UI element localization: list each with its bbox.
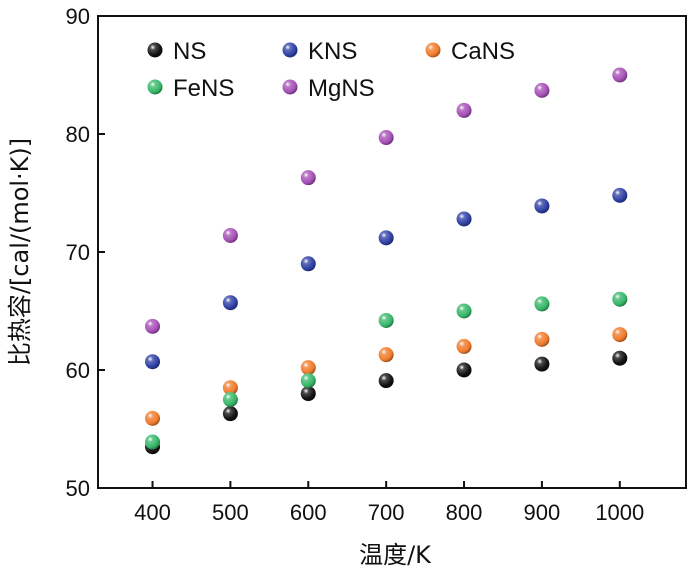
data-point-kns bbox=[534, 198, 550, 214]
x-axis-title: 温度/K bbox=[359, 541, 432, 569]
x-tick-label: 800 bbox=[446, 500, 483, 525]
legend-marker-kns bbox=[282, 42, 298, 58]
data-point-mgns bbox=[612, 67, 628, 83]
data-point-mgns bbox=[534, 82, 550, 98]
data-point-cans bbox=[300, 360, 316, 376]
data-point-mgns bbox=[378, 130, 394, 146]
data-point-mgns bbox=[222, 227, 238, 243]
data-point-fens bbox=[300, 373, 316, 389]
data-point-mgns bbox=[300, 170, 316, 186]
data-point-cans bbox=[612, 327, 628, 343]
legend-marker-ns bbox=[147, 42, 163, 58]
data-point-kns bbox=[145, 354, 161, 370]
data-point-kns bbox=[300, 256, 316, 272]
data-point-kns bbox=[612, 187, 628, 203]
data-point-ns bbox=[612, 350, 628, 366]
legend-label-mgns: MgNS bbox=[308, 75, 375, 102]
x-tick-label: 500 bbox=[212, 500, 249, 525]
data-point-mgns bbox=[145, 318, 161, 334]
legend-marker-cans bbox=[425, 42, 441, 58]
data-point-cans bbox=[145, 410, 161, 426]
data-point-fens bbox=[456, 303, 472, 319]
x-tick-label: 700 bbox=[368, 500, 405, 525]
y-axis-title: 比热容/[cal/(mol·K)] bbox=[6, 138, 34, 366]
data-point-ns bbox=[534, 356, 550, 372]
x-tick-label: 600 bbox=[290, 500, 327, 525]
data-point-cans bbox=[378, 347, 394, 363]
data-point-ns bbox=[456, 362, 472, 378]
data-point-mgns bbox=[456, 102, 472, 118]
axes: 400 500 600 700 800 900 1000 50 60 70 80 90 bbox=[66, 4, 687, 525]
data-point-fens bbox=[145, 434, 161, 450]
data-point-fens bbox=[612, 291, 628, 307]
legend: NS KNS CaNS FeNS MgNS bbox=[147, 38, 515, 102]
y-tick-label: 70 bbox=[66, 240, 90, 265]
data-point-cans bbox=[456, 338, 472, 354]
data-point-fens bbox=[222, 392, 238, 407]
data-point-ns bbox=[378, 373, 394, 389]
x-tick-label: 1000 bbox=[595, 500, 644, 525]
y-tick-label: 90 bbox=[66, 4, 90, 29]
data-points bbox=[145, 67, 628, 455]
data-point-fens bbox=[534, 296, 550, 312]
x-tick-label: 900 bbox=[524, 500, 561, 525]
legend-label-kns: KNS bbox=[308, 38, 357, 65]
data-point-kns bbox=[222, 295, 238, 311]
legend-label-fens: FeNS bbox=[173, 75, 234, 102]
data-point-ns bbox=[222, 406, 238, 422]
data-point-fens bbox=[378, 312, 394, 328]
legend-marker-fens bbox=[147, 79, 163, 95]
legend-label-ns: NS bbox=[173, 38, 206, 65]
data-point-kns bbox=[456, 211, 472, 227]
y-tick-label: 60 bbox=[66, 358, 90, 383]
data-point-cans bbox=[534, 331, 550, 347]
data-point-cans bbox=[222, 380, 238, 396]
y-tick-label: 50 bbox=[66, 476, 90, 501]
x-tick-label: 400 bbox=[134, 500, 171, 525]
legend-marker-mgns bbox=[282, 79, 298, 95]
y-tick-label: 80 bbox=[66, 122, 90, 147]
legend-label-cans: CaNS bbox=[451, 38, 515, 65]
data-point-ns bbox=[300, 386, 316, 402]
data-point-kns bbox=[378, 230, 394, 246]
